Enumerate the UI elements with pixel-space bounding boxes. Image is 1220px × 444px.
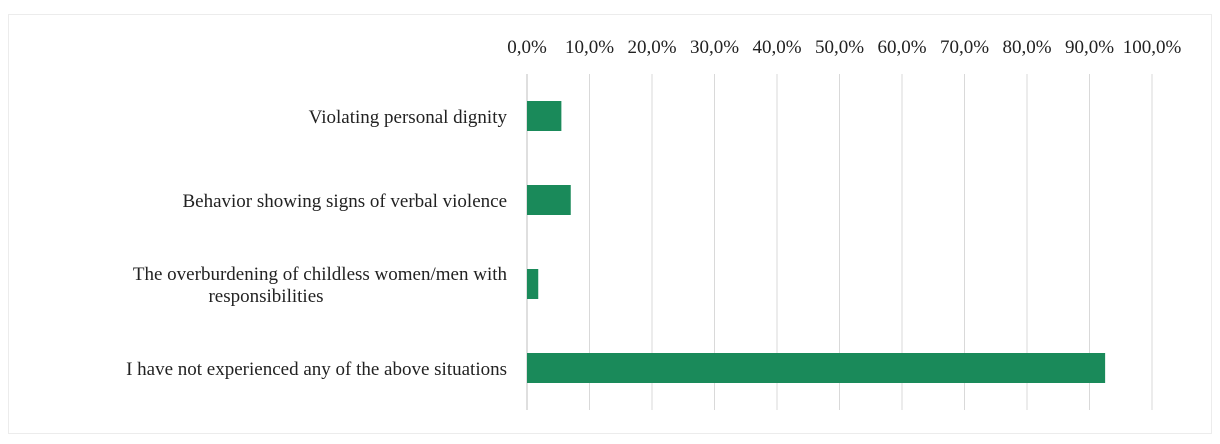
x-tick-label: 70,0% [940,37,989,58]
category-label: Behavior showing signs of verbal violenc… [182,191,507,212]
bar [527,353,1106,383]
x-tick-label: 100,0% [1123,37,1182,58]
x-tick-label: 10,0% [565,37,614,58]
bar [527,269,539,299]
x-tick-label: 40,0% [752,37,801,58]
x-tick-label: 30,0% [690,37,739,58]
x-tick-label: 80,0% [1002,37,1051,58]
bar [527,185,571,215]
x-tick-label: 90,0% [1065,37,1114,58]
chart-frame [8,14,1212,434]
category-label: The overburdening of childless women/men… [133,264,508,285]
bar [527,101,562,131]
category-label: responsibilities [208,286,323,307]
x-tick-label: 60,0% [877,37,926,58]
x-tick-label: 0,0% [507,37,547,58]
category-label: I have not experienced any of the above … [126,359,507,380]
x-tick-label: 20,0% [627,37,676,58]
x-tick-label: 50,0% [815,37,864,58]
category-label: Violating personal dignity [309,107,508,128]
